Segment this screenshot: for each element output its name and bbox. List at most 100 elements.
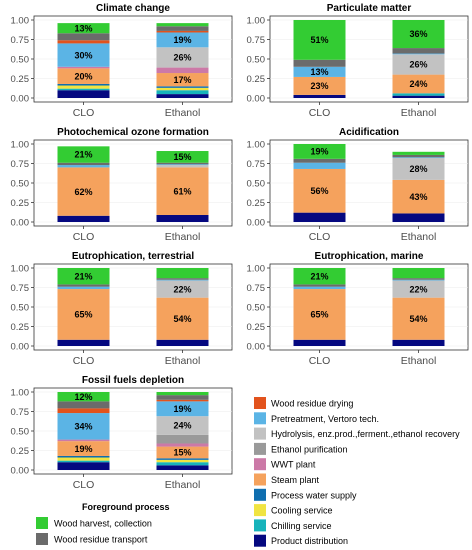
bar-segment [156,443,209,447]
y-tick-label: 0.25 [247,322,266,333]
y-tick-label: 0.50 [11,302,30,313]
chart-panel: Eutrophication, marine 0.00 0.25 0.50 0.75 1.… [247,249,469,367]
panel-title: Photochemical ozone formation [57,127,209,138]
bar-segment [156,30,209,33]
panel-title: Fossil fuels depletion [82,375,184,386]
panel-title-strip [34,249,232,263]
bar-segment [156,401,209,417]
bar-segment [392,279,445,281]
x-tick-label: Ethanol [165,231,201,243]
data-label: 15% [173,152,191,162]
data-label: 13% [310,67,328,77]
bar-segment [293,168,346,213]
bar-segment [392,213,445,222]
y-tick-label: 0.25 [247,74,266,85]
y-tick-label: 0.00 [247,341,266,352]
data-label: 61% [173,186,191,196]
bar-segment [156,268,209,279]
y-tick-label: 0.50 [247,302,266,313]
bar-segment [57,460,110,463]
bar-segment [156,297,209,340]
bar-segment [293,212,346,222]
bar-segment [57,66,110,69]
x-tick-label: CLO [309,107,331,119]
data-label: 19% [173,35,191,45]
y-tick-label: 0.25 [11,198,30,209]
bar-segment [57,215,110,222]
bar-segment [156,392,209,396]
bar-segment [293,94,346,98]
bar-segment [392,280,445,298]
legend-label: Chilling service [271,521,332,531]
x-tick-label: Ethanol [401,231,437,243]
bar-segment [57,268,110,285]
legend-label: Wood harvest, collection [54,519,152,529]
panel-title-strip [270,125,468,139]
bar-segment [156,465,209,470]
x-tick-label: CLO [73,479,95,491]
bar-segment [156,278,209,280]
bar-segment [392,154,445,158]
bar-segment [293,76,346,95]
chart-panel: Photochemical ozone formation 0.00 0.25 0.5… [11,125,233,243]
bar-segment [293,158,346,163]
bar-segment [57,439,110,442]
bar-segment [57,284,110,287]
y-tick-label: 0.00 [11,93,30,104]
x-tick-label: Ethanol [165,107,201,119]
legend-label: Pretreatment, Vertoro tech. [271,414,379,424]
chart-panel: Acidification 0.00 0.25 0.50 0.75 1.00 56% 19% C… [247,125,469,243]
y-tick-label: 0.50 [11,178,30,189]
bar-segment [57,392,110,402]
data-label: 19% [310,147,328,157]
data-label: 24% [409,79,427,89]
y-tick-label: 1.00 [247,139,266,150]
bar-segment [293,289,346,340]
y-tick-label: 0.25 [11,74,30,85]
y-tick-label: 1.00 [11,15,30,26]
bar-segment [57,90,110,98]
bar-segment [156,458,209,460]
bar-segment [293,284,346,287]
y-tick-label: 0.75 [11,283,30,294]
bar-segment [156,280,209,298]
x-tick-label: Ethanol [165,479,201,491]
bar-segment [156,67,209,74]
bar-segment [392,93,445,96]
x-tick-label: Ethanol [165,355,201,367]
legend-swatch [254,488,266,501]
x-tick-label: CLO [73,107,95,119]
data-label: 23% [310,81,328,91]
bar-segment [156,446,209,459]
data-label: 54% [409,314,427,324]
bar-segment [293,66,346,77]
y-tick-label: 0.50 [11,426,30,437]
bar-segment [156,434,209,444]
data-label: 15% [173,448,191,458]
legend-swatch [254,473,266,486]
data-label: 51% [310,35,328,45]
y-tick-label: 0.00 [11,465,30,476]
data-label: 21% [74,150,92,160]
legend-label: Ethanol purification [271,444,348,454]
bar-segment [57,85,110,89]
bar-segment [156,164,209,166]
bar-segment [156,339,209,346]
legend-swatch [254,504,266,517]
x-tick-label: CLO [309,231,331,243]
bar-segment [392,151,445,155]
bar-segment [57,167,110,216]
y-tick-label: 1.00 [247,263,266,274]
bar-segment [156,86,209,88]
chart-panel: Particulate matter 0.00 0.25 0.50 0.75 1.00 23… [247,1,469,119]
y-tick-label: 0.50 [247,178,266,189]
chart-panel: Fossil fuels depletion 0.00 0.25 0.50 0.75 1.… [11,373,233,491]
bar-segment [156,399,209,402]
data-label: 56% [310,186,328,196]
bar-segment [156,47,209,68]
legend: Foreground process Wood harvest, collect… [36,397,460,547]
bar-segment [57,339,110,346]
legend-label: Wood residue drying [271,399,353,409]
bar-segment [57,43,110,67]
bar-segment [156,165,209,168]
